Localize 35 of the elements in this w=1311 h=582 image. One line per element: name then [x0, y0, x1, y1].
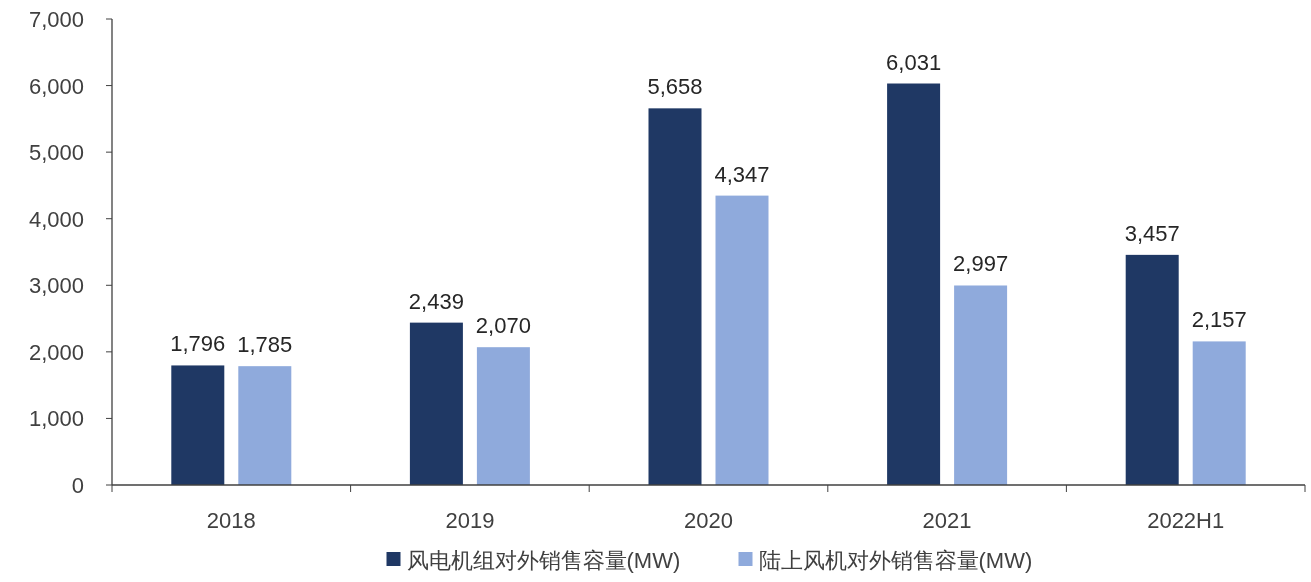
x-tick-label: 2018: [206, 508, 256, 533]
bar: [1125, 254, 1179, 485]
data-label: 2,439: [408, 288, 464, 314]
bar: [648, 108, 702, 485]
y-tick-label: 2,000: [28, 339, 84, 365]
bar: [954, 285, 1008, 485]
x-tick-label: 2019: [445, 508, 495, 533]
data-label: 4,347: [714, 161, 770, 187]
bar: [715, 195, 769, 485]
data-label: 3,457: [1124, 220, 1180, 246]
bar: [1192, 341, 1246, 485]
data-label: 2,070: [475, 313, 531, 339]
y-tick-label: 4,000: [28, 206, 84, 232]
x-tick-label: 2020: [684, 508, 733, 533]
y-tick-label: 6,000: [28, 73, 84, 99]
x-tick-label: 2021: [922, 508, 972, 533]
data-label: 5,658: [647, 74, 703, 100]
data-label: 1,785: [237, 332, 293, 358]
legend-label: 风电机组对外销售容量(MW): [406, 548, 681, 573]
legend-label: 陆上风机对外销售容量(MW): [758, 548, 1033, 573]
y-tick-label: 7,000: [28, 7, 84, 32]
x-tick-label: 2022H1: [1147, 508, 1225, 533]
bar: [238, 366, 292, 485]
y-tick-label: 1,000: [28, 406, 84, 432]
bar: [409, 322, 463, 485]
bar: [887, 83, 941, 485]
data-label: 6,031: [886, 49, 942, 75]
data-label: 1,796: [170, 331, 226, 357]
bar: [171, 365, 225, 485]
data-label: 2,997: [953, 251, 1009, 277]
data-label: 2,157: [1191, 307, 1247, 333]
y-tick-label: 5,000: [28, 140, 84, 166]
bar: [476, 347, 530, 485]
y-tick-label: 0: [71, 473, 84, 498]
y-tick-label: 3,000: [28, 273, 84, 299]
